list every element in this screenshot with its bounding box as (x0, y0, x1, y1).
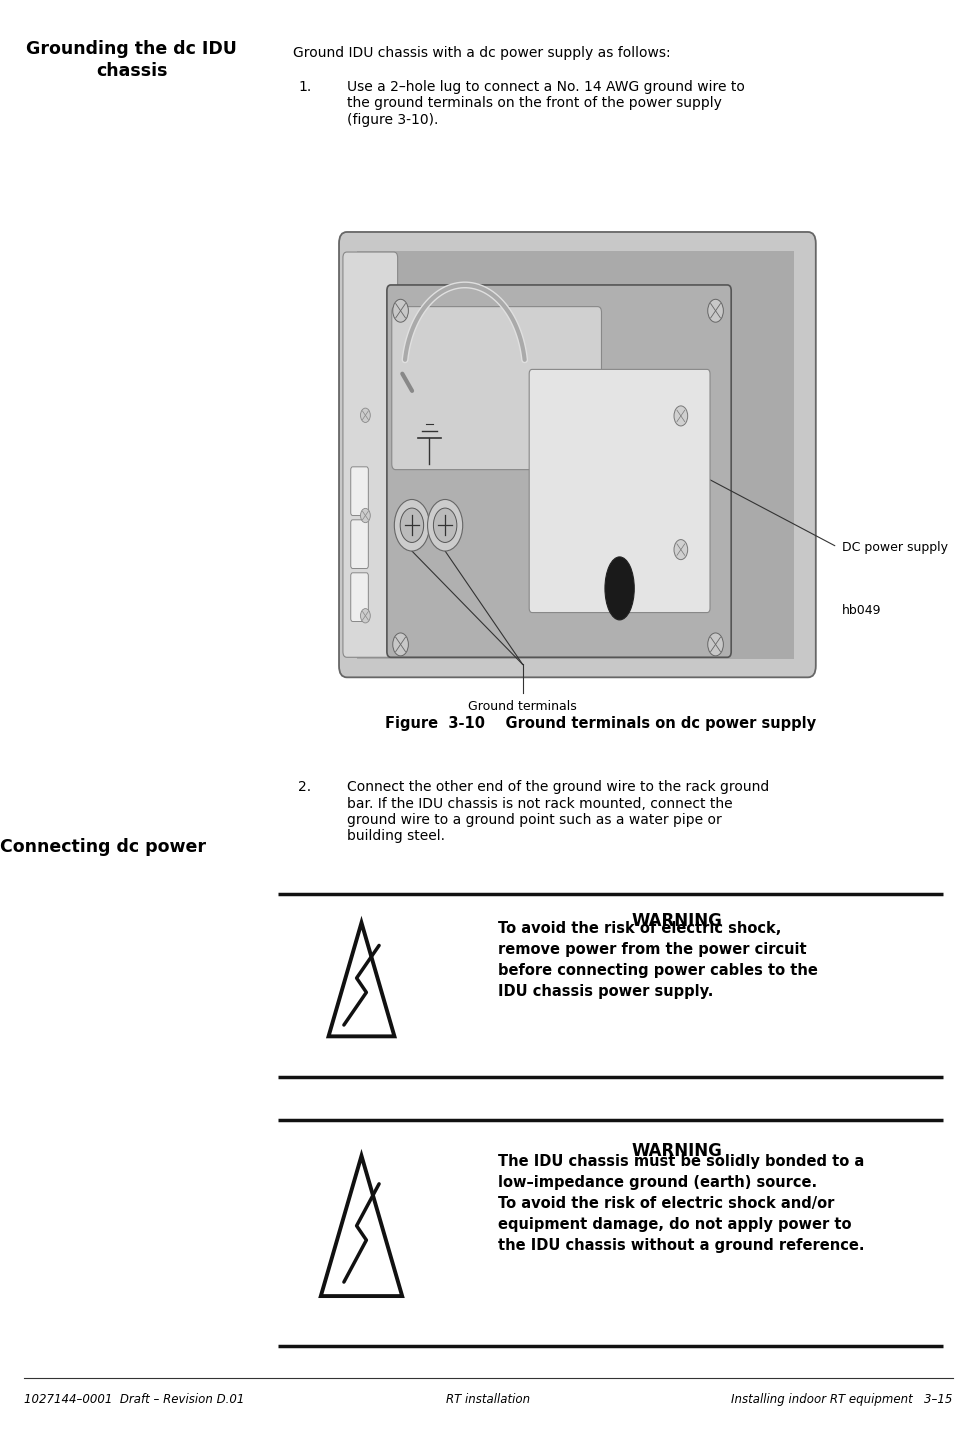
Circle shape (361, 609, 370, 623)
Text: RT installation: RT installation (446, 1393, 531, 1406)
Text: Figure  3-10    Ground terminals on dc power supply: Figure 3-10 Ground terminals on dc power… (385, 716, 817, 730)
FancyBboxPatch shape (351, 467, 368, 516)
Circle shape (395, 500, 430, 551)
Text: WARNING: WARNING (631, 1143, 723, 1160)
Text: The IDU chassis must be solidly bonded to a
low–impedance ground (earth) source.: The IDU chassis must be solidly bonded t… (497, 1154, 865, 1253)
Circle shape (674, 540, 688, 560)
Circle shape (707, 633, 723, 656)
Circle shape (674, 405, 688, 425)
Circle shape (707, 299, 723, 322)
Text: To avoid the risk of electric shock,
remove power from the power circuit
before : To avoid the risk of electric shock, rem… (497, 921, 818, 1000)
Text: Use a 2–hole lug to connect a No. 14 AWG ground wire to
the ground terminals on : Use a 2–hole lug to connect a No. 14 AWG… (347, 80, 744, 126)
FancyBboxPatch shape (392, 306, 602, 470)
Text: Ground terminals: Ground terminals (468, 700, 577, 713)
Polygon shape (320, 1156, 403, 1296)
FancyBboxPatch shape (387, 285, 731, 657)
Text: Grounding the dc IDU
chassis: Grounding the dc IDU chassis (26, 40, 237, 80)
Circle shape (428, 500, 463, 551)
Text: 2.: 2. (298, 780, 311, 795)
FancyBboxPatch shape (351, 573, 368, 621)
Circle shape (361, 508, 370, 523)
Text: Installing indoor RT equipment   3–15: Installing indoor RT equipment 3–15 (731, 1393, 953, 1406)
Bar (357, 251, 794, 659)
FancyBboxPatch shape (343, 252, 398, 657)
Circle shape (393, 633, 408, 656)
Text: Ground IDU chassis with a dc power supply as follows:: Ground IDU chassis with a dc power suppl… (293, 46, 671, 60)
FancyBboxPatch shape (351, 520, 368, 569)
FancyBboxPatch shape (530, 369, 710, 613)
Circle shape (434, 508, 457, 543)
Circle shape (393, 299, 408, 322)
Polygon shape (328, 922, 395, 1037)
Text: DC power supply: DC power supply (842, 540, 948, 554)
Text: 1027144–0001  Draft – Revision D.01: 1027144–0001 Draft – Revision D.01 (24, 1393, 245, 1406)
Text: Connecting dc power: Connecting dc power (0, 838, 205, 856)
Text: Connect the other end of the ground wire to the rack ground
bar. If the IDU chas: Connect the other end of the ground wire… (347, 780, 769, 843)
Ellipse shape (605, 557, 634, 620)
FancyBboxPatch shape (339, 232, 816, 677)
Text: hb049: hb049 (842, 603, 881, 617)
Text: 1.: 1. (298, 80, 312, 95)
Circle shape (361, 408, 370, 422)
Text: WARNING: WARNING (631, 912, 723, 929)
Circle shape (401, 508, 424, 543)
